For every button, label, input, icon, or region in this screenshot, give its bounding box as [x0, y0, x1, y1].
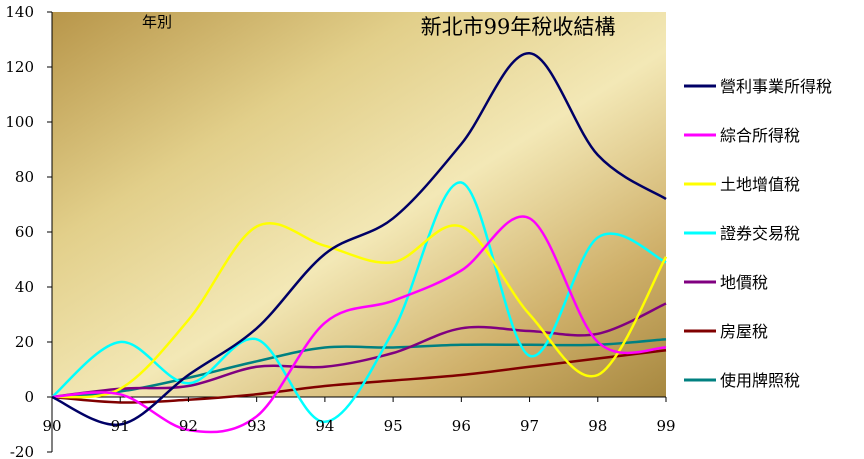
x-tick-label: 98	[588, 417, 607, 435]
y-tick-label: 0	[24, 388, 34, 406]
x-tick-label: 94	[315, 417, 334, 435]
x-tick-label: 93	[247, 417, 266, 435]
legend-label-5: 房屋稅	[720, 322, 768, 341]
legend-label-2: 土地增值稅	[720, 175, 800, 194]
y-tick-label: 120	[5, 58, 34, 76]
series-line-4	[51, 302, 667, 399]
y-tick-label: -20	[10, 443, 34, 459]
legend-label-4: 地價稅	[720, 273, 768, 292]
series-line-2	[51, 221, 668, 399]
y-tick-label: 140	[5, 3, 34, 21]
series-line-3	[51, 181, 667, 424]
x-tick-label: 90	[42, 417, 61, 435]
x-tick-label: 99	[656, 417, 675, 435]
chart-title: 新北市99年稅收結構	[421, 15, 616, 39]
x-axis-label: 年別	[142, 13, 172, 31]
series-line-1	[51, 215, 667, 434]
legend-label-0: 營利事業所得稅	[720, 77, 832, 96]
legend-label-6: 使用牌照稅	[720, 371, 800, 390]
legend-label-1: 綜合所得稅	[720, 126, 800, 145]
x-tick-label: 96	[452, 417, 471, 435]
x-tick-label: 91	[111, 417, 130, 435]
legend-label-3: 證券交易稅	[720, 224, 800, 243]
y-tick-label: 60	[15, 223, 34, 241]
series-line-6	[51, 338, 667, 399]
series-line-0	[51, 52, 667, 426]
plot-area	[52, 12, 666, 397]
series-line-5	[51, 349, 667, 404]
x-tick-label: 95	[384, 417, 403, 435]
x-tick-label: 92	[179, 417, 198, 435]
y-tick-label: 80	[15, 168, 34, 186]
y-tick-label: 40	[15, 278, 34, 296]
x-tick-label: 97	[520, 417, 539, 435]
y-tick-label: 20	[15, 333, 34, 351]
y-tick-label: 100	[5, 113, 34, 131]
